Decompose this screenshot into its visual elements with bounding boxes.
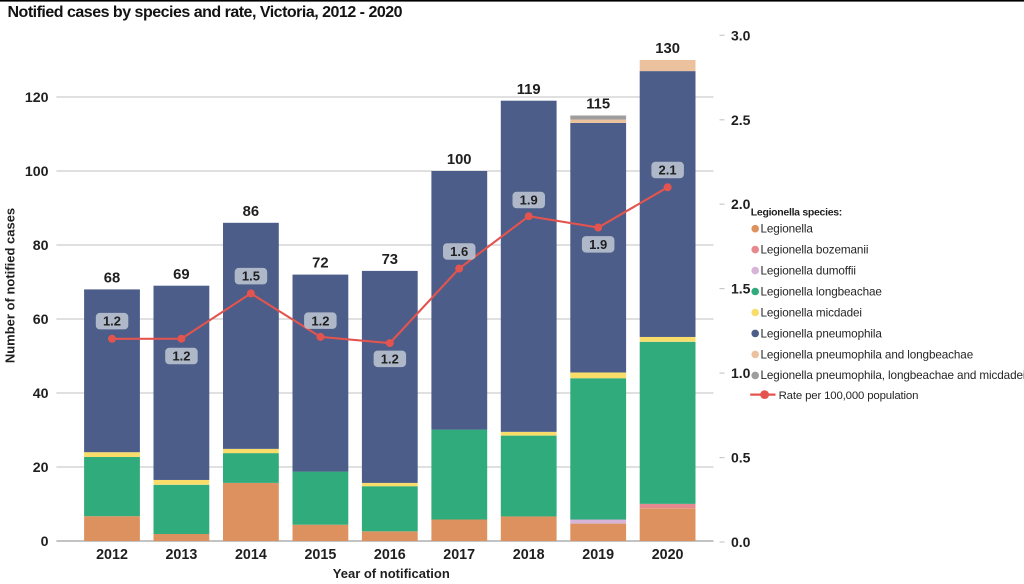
svg-text:Year of notification: Year of notification bbox=[333, 566, 450, 581]
svg-text:60: 60 bbox=[33, 312, 49, 328]
svg-text:2013: 2013 bbox=[165, 547, 197, 563]
svg-text:0.5: 0.5 bbox=[731, 450, 751, 466]
svg-text:Rate per 100,000 population: Rate per 100,000 population bbox=[779, 390, 919, 402]
svg-text:115: 115 bbox=[586, 97, 610, 113]
svg-text:2.1: 2.1 bbox=[659, 163, 677, 178]
svg-text:119: 119 bbox=[517, 82, 541, 98]
svg-text:130: 130 bbox=[655, 41, 680, 57]
svg-text:1.2: 1.2 bbox=[311, 313, 329, 328]
svg-text:Notified cases by species and: Notified cases by species and rate, Vict… bbox=[8, 4, 403, 21]
svg-text:2017: 2017 bbox=[443, 547, 475, 563]
svg-text:2015: 2015 bbox=[304, 547, 336, 563]
svg-text:86: 86 bbox=[243, 204, 259, 220]
svg-text:2019: 2019 bbox=[582, 547, 614, 563]
svg-text:20: 20 bbox=[33, 460, 49, 476]
svg-text:1.5: 1.5 bbox=[242, 269, 260, 284]
svg-text:Legionella species:: Legionella species: bbox=[751, 207, 842, 219]
svg-text:69: 69 bbox=[173, 267, 189, 283]
svg-text:100: 100 bbox=[447, 152, 472, 168]
svg-text:2020: 2020 bbox=[652, 547, 684, 563]
svg-text:Legionella micdadei: Legionella micdadei bbox=[761, 306, 862, 319]
svg-text:100: 100 bbox=[25, 164, 49, 180]
svg-text:Legionella bozemanii: Legionella bozemanii bbox=[761, 244, 869, 257]
svg-text:1.5: 1.5 bbox=[731, 281, 751, 297]
svg-text:1.6: 1.6 bbox=[450, 244, 468, 259]
svg-text:1.2: 1.2 bbox=[172, 349, 190, 364]
svg-text:Legionella pneumophila, longbe: Legionella pneumophila, longbeachae and … bbox=[761, 369, 1024, 382]
svg-text:1.2: 1.2 bbox=[381, 351, 399, 366]
svg-text:1.9: 1.9 bbox=[589, 237, 607, 252]
svg-text:73: 73 bbox=[382, 252, 398, 268]
svg-text:Legionella: Legionella bbox=[761, 223, 814, 236]
svg-text:2014: 2014 bbox=[235, 547, 267, 563]
svg-text:Legionella dumoffii: Legionella dumoffii bbox=[761, 265, 856, 278]
svg-text:2018: 2018 bbox=[513, 547, 545, 563]
svg-text:2012: 2012 bbox=[96, 547, 128, 563]
svg-text:0: 0 bbox=[41, 534, 49, 550]
svg-text:2016: 2016 bbox=[374, 547, 406, 563]
svg-text:Legionella longbeachae: Legionella longbeachae bbox=[761, 285, 882, 298]
svg-text:Legionella pneumophila: Legionella pneumophila bbox=[761, 327, 883, 340]
svg-text:68: 68 bbox=[104, 271, 120, 287]
svg-text:40: 40 bbox=[33, 386, 49, 402]
svg-text:1.2: 1.2 bbox=[103, 314, 121, 329]
svg-text:80: 80 bbox=[33, 238, 49, 254]
svg-text:1.0: 1.0 bbox=[731, 365, 751, 381]
svg-text:3.0: 3.0 bbox=[731, 27, 751, 43]
svg-text:120: 120 bbox=[25, 90, 49, 106]
svg-text:2.0: 2.0 bbox=[731, 196, 751, 212]
svg-text:Legionella pneumophila and lon: Legionella pneumophila and longbeachae bbox=[761, 348, 974, 361]
svg-text:Number of notified cases: Number of notified cases bbox=[3, 208, 18, 363]
svg-text:1.9: 1.9 bbox=[520, 193, 538, 208]
svg-text:72: 72 bbox=[312, 256, 328, 272]
svg-text:0.0: 0.0 bbox=[731, 534, 751, 550]
svg-text:2.5: 2.5 bbox=[731, 112, 751, 128]
